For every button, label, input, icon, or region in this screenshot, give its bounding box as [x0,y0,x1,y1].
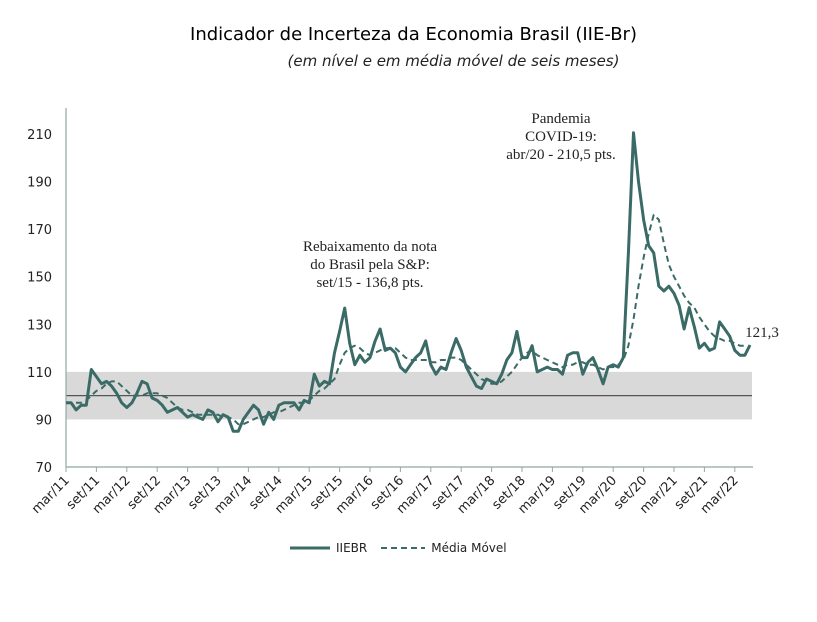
y-tick-label: 90 [35,413,52,428]
annotation-covid: abr/20 - 210,5 pts. [506,147,616,163]
annotation-sp-downgrade: set/15 - 136,8 pts. [316,275,423,291]
x-tick-label: mar/11 [29,473,73,517]
chart-title: Indicador de Incerteza da Economia Brasi… [190,24,637,45]
legend-item-media-movel: Média Móvel [381,541,507,555]
y-tick-label: 150 [27,271,52,286]
legend: IIEBR Média Móvel [290,541,521,555]
annotation-sp-downgrade: do Brasil pela S&P: [310,257,430,273]
y-tick-label: 190 [27,176,52,191]
legend-label-iiebr: IIEBR [336,541,368,555]
annotation-covid: Pandemia [531,111,590,127]
y-tick-label: 170 [27,223,52,238]
annotation-covid: COVID-19: [525,129,597,145]
annotation-sp-downgrade: Rebaixamento da nota [303,239,437,255]
y-tick-label: 70 [35,461,52,476]
annotation-layer: Rebaixamento da nota do Brasil pela S&P: s… [303,111,779,341]
legend-dashed-line-icon [381,547,426,549]
series-line-iiebr [66,131,752,433]
chart-subtitle: (em nível e em média móvel de seis meses… [287,52,620,70]
legend-item-iiebr: IIEBR [290,541,367,555]
y-tick-label: 110 [27,366,52,381]
legend-label-media-movel: Média Móvel [431,541,507,555]
y-tick-label: 210 [27,128,52,143]
legend-solid-line-icon [290,546,330,550]
series-layer [65,131,752,433]
y-tick-label: 130 [27,318,52,333]
axis-layer: 7090110130150170190210mar/11set/11mar/12… [27,108,753,517]
annotation-last-value: 121,3 [745,325,779,341]
